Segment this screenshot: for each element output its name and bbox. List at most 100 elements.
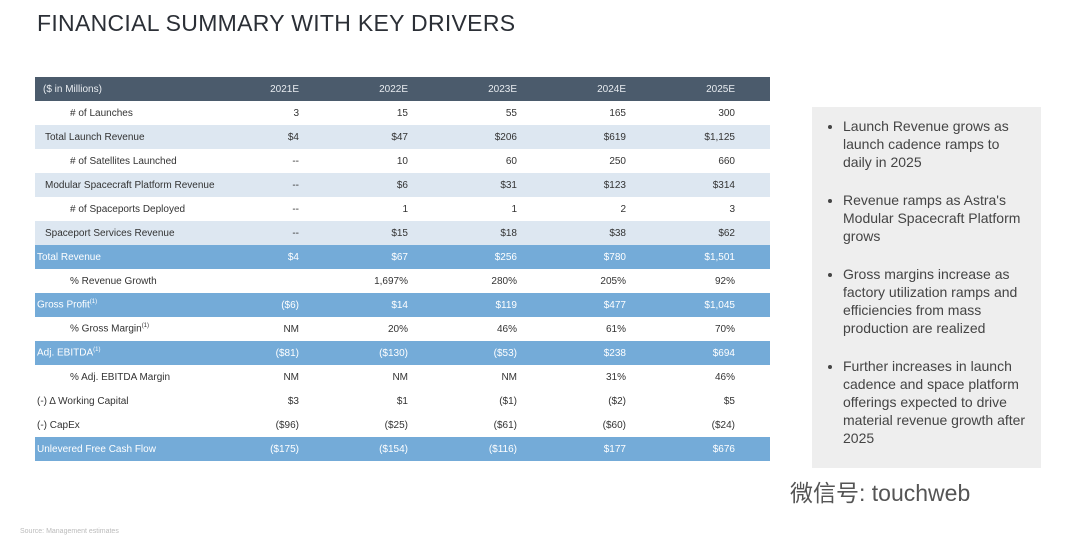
value-cell: $123 bbox=[552, 173, 661, 197]
row-label: Unlevered Free Cash Flow bbox=[35, 437, 225, 461]
column-header: ($ in Millions) bbox=[35, 77, 225, 101]
bullet: Revenue ramps as Astra's Modular Spacecr… bbox=[843, 191, 1031, 245]
financial-table: ($ in Millions) 2021E 2022E 2023E 2024E 2025E… bbox=[35, 77, 770, 461]
table-row: Modular Spacecraft Platform Revenue -- $6 $… bbox=[35, 173, 770, 197]
column-header: 2021E bbox=[225, 77, 334, 101]
value-cell: $6 bbox=[334, 173, 443, 197]
value-cell: ($154) bbox=[334, 437, 443, 461]
label-text: Modular Spacecraft Platform Revenue bbox=[45, 179, 215, 191]
notes-panel: Launch Revenue grows as launch cadence r… bbox=[812, 107, 1041, 468]
value-cell: 10 bbox=[396, 155, 408, 167]
value-cell: 280% bbox=[491, 275, 517, 287]
value-cell: $31 bbox=[443, 173, 552, 197]
value-cell: $38 bbox=[552, 221, 661, 245]
value-cell: $177 bbox=[552, 437, 661, 461]
value-cell: 15 bbox=[396, 107, 408, 119]
table-row: # of Launches 3 15 55 165 300 bbox=[35, 101, 770, 125]
value-cell: 20% bbox=[387, 323, 408, 335]
value-cell: $1,125 bbox=[661, 125, 770, 149]
value-cell: $256 bbox=[443, 245, 552, 269]
label-text: # of Spaceports Deployed bbox=[70, 203, 186, 215]
value-cell: $4 bbox=[225, 125, 334, 149]
label-text: # of Satellites Launched bbox=[70, 155, 177, 167]
table-row: # of Spaceports Deployed -- 1 1 2 3 bbox=[35, 197, 770, 221]
row-label: % Adj. EBITDA Margin bbox=[35, 365, 225, 389]
row-label: Modular Spacecraft Platform Revenue bbox=[35, 173, 225, 197]
header-row: ($ in Millions) 2021E 2022E 2023E 2024E 2025E bbox=[35, 77, 770, 101]
label-text: Gross Profit bbox=[37, 299, 90, 311]
table-row: (-) Δ Working Capital $3 $1 ($1) ($2) $5 bbox=[35, 389, 770, 413]
bullet: Further increases in launch cadence and … bbox=[843, 357, 1031, 447]
value-cell: $676 bbox=[661, 437, 770, 461]
table-row: Adj. EBITDA(1) ($81) ($130) ($53) $238 $694 bbox=[35, 341, 770, 365]
value-cell: -- bbox=[225, 221, 334, 245]
bullet: Launch Revenue grows as launch cadence r… bbox=[843, 117, 1031, 171]
value-cell: 46% bbox=[714, 371, 735, 383]
value-cell: NM bbox=[501, 371, 517, 383]
value-cell: ($81) bbox=[225, 341, 334, 365]
value-cell: $694 bbox=[661, 341, 770, 365]
value-cell: $206 bbox=[443, 125, 552, 149]
title: FINANCIAL SUMMARY WITH KEY DRIVERS bbox=[37, 10, 516, 36]
value-cell: 46% bbox=[496, 323, 517, 335]
table-row: Spaceport Services Revenue -- $15 $18 $38 $62 bbox=[35, 221, 770, 245]
value-cell: $1,501 bbox=[661, 245, 770, 269]
footnote-mark: (1) bbox=[89, 299, 98, 306]
value-cell: $119 bbox=[443, 293, 552, 317]
column-header: 2022E bbox=[334, 77, 443, 101]
row-label: (-) CapEx bbox=[35, 413, 225, 437]
label-text: Spaceport Services Revenue bbox=[45, 227, 175, 239]
label-text: % Adj. EBITDA Margin bbox=[70, 371, 171, 383]
value-cell: $314 bbox=[661, 173, 770, 197]
table-row: % Gross Margin(1) NM 20% 46% 61% 70% bbox=[35, 317, 770, 341]
value-cell: 31% bbox=[605, 371, 626, 383]
row-label: Total Launch Revenue bbox=[35, 125, 225, 149]
table-row: Total Revenue $4 $67 $256 $780 $1,501 bbox=[35, 245, 770, 269]
value-cell: 92% bbox=[714, 275, 735, 287]
row-label: % Revenue Growth bbox=[35, 269, 225, 293]
value-cell: 300 bbox=[718, 107, 735, 119]
value-cell: -- bbox=[225, 173, 334, 197]
value-cell: 55 bbox=[505, 107, 517, 119]
table-row: # of Satellites Launched -- 10 60 250 660 bbox=[35, 149, 770, 173]
row-label: Gross Profit(1) bbox=[35, 293, 225, 317]
row-label: Adj. EBITDA(1) bbox=[35, 341, 225, 365]
value-cell: 2 bbox=[620, 203, 626, 215]
row-label: Spaceport Services Revenue bbox=[35, 221, 225, 245]
value-cell: $67 bbox=[334, 245, 443, 269]
footnote-mark: (1) bbox=[141, 323, 150, 330]
value-cell: ($116) bbox=[443, 437, 552, 461]
value-cell: 660 bbox=[718, 155, 735, 167]
column-header: 2023E bbox=[443, 77, 552, 101]
value-cell: $5 bbox=[723, 395, 735, 407]
row-label: # of Satellites Launched bbox=[35, 149, 225, 173]
value-cell: 60 bbox=[505, 155, 517, 167]
value-cell: 70% bbox=[714, 323, 735, 335]
value-cell: ($1) bbox=[499, 395, 517, 407]
row-label: # of Spaceports Deployed bbox=[35, 197, 225, 221]
value-cell: 61% bbox=[605, 323, 626, 335]
label-text: # of Launches bbox=[70, 107, 133, 119]
label-text: % Revenue Growth bbox=[70, 275, 157, 287]
value-cell: ($24) bbox=[711, 419, 735, 431]
label-text: Total Revenue bbox=[37, 251, 101, 263]
label-text: Total Launch Revenue bbox=[45, 131, 145, 143]
value-cell: ($6) bbox=[225, 293, 334, 317]
label-text: Adj. EBITDA bbox=[37, 347, 94, 359]
value-cell: NM bbox=[283, 323, 299, 335]
table-row: Total Launch Revenue $4 $47 $206 $619 $1,125 bbox=[35, 125, 770, 149]
value-cell: ($175) bbox=[225, 437, 334, 461]
value-cell: $238 bbox=[552, 341, 661, 365]
table-row: (-) CapEx ($96) ($25) ($61) ($60) ($24) bbox=[35, 413, 770, 437]
value-cell: 3 bbox=[729, 203, 735, 215]
label-text: Unlevered Free Cash Flow bbox=[37, 443, 156, 455]
label-text: % Gross Margin bbox=[70, 323, 142, 335]
row-label: (-) Δ Working Capital bbox=[35, 389, 225, 413]
value-cell: $62 bbox=[661, 221, 770, 245]
value-cell: ($61) bbox=[493, 419, 517, 431]
value-cell: 1 bbox=[511, 203, 517, 215]
value-cell: NM bbox=[283, 371, 299, 383]
value-cell: ($130) bbox=[334, 341, 443, 365]
table-row: Gross Profit(1) ($6) $14 $119 $477 $1,045 bbox=[35, 293, 770, 317]
